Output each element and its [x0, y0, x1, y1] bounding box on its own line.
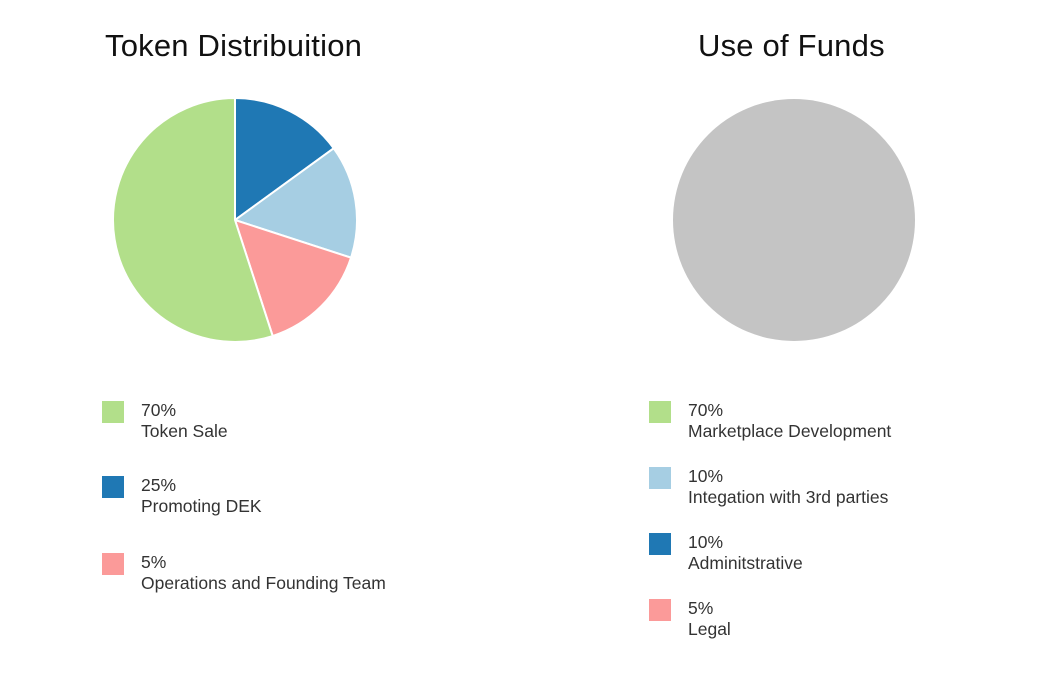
legend-label: Promoting DEK: [141, 496, 262, 516]
legend-value: 10%: [688, 532, 724, 552]
legend-label: Adminitstrative: [688, 553, 803, 573]
legend-label: Legal: [688, 619, 731, 639]
legend-value: 5%: [141, 552, 167, 572]
use-of-funds-panel: Use of Funds 70% Marketplace Development…: [523, 0, 1046, 698]
legend-swatch: [649, 533, 671, 555]
use-of-funds-pie: [673, 99, 915, 341]
pie-slice: [232, 146, 358, 259]
empty-pie-disc: [673, 99, 915, 341]
legend-value: 5%: [688, 598, 714, 618]
legend-swatch: [102, 553, 124, 575]
chart-title: Token Distribuition: [105, 28, 363, 63]
legend-swatch: [102, 401, 124, 423]
legend-value: 70%: [688, 400, 724, 420]
legend-value: 25%: [141, 475, 177, 495]
legend-swatch: [649, 599, 671, 621]
chart-title: Use of Funds: [698, 28, 885, 63]
legend-value: 10%: [688, 466, 724, 486]
legend-label: Integation with 3rd parties: [688, 487, 889, 507]
pie-slice: [234, 96, 336, 222]
pie-slice: [112, 96, 274, 343]
token-distribution-panel: Token Distribuition 70% Token Sale 25% P…: [102, 28, 386, 593]
legend-label: Token Sale: [141, 421, 228, 441]
legend-label: Marketplace Development: [688, 421, 892, 441]
legend-label: Operations and Founding Team: [141, 573, 386, 593]
legend-swatch: [649, 401, 671, 423]
legend-value: 70%: [141, 400, 177, 420]
legend-swatch: [102, 476, 124, 498]
token-distribution-pie: [112, 96, 358, 343]
legend-swatch: [649, 467, 671, 489]
